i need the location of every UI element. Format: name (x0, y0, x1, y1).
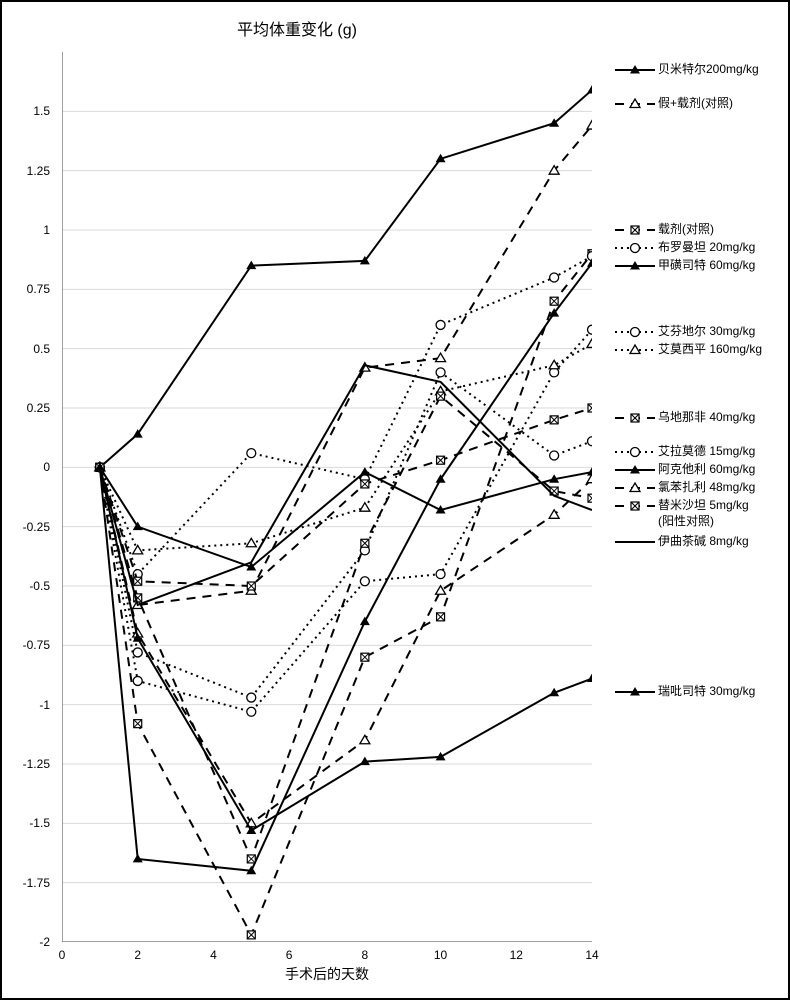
series-艾莫西平 160mg/kg (95, 339, 592, 554)
x-tick: 2 (134, 948, 141, 962)
legend-贝米特尔 200mg/kg: 贝米特尔200mg/kg (614, 60, 759, 77)
y-tick: 1.25 (27, 164, 50, 178)
x-tick: 10 (434, 948, 447, 962)
series-艾芬地尔 30mg/kg (95, 325, 592, 716)
y-tick: -0.75 (23, 638, 50, 652)
y-tick: -2 (39, 935, 50, 949)
chart-frame: 平均体重变化 (g) 手术后的天数 -2 -1.75 -1.5 -1.25 -1 -0.7… (0, 0, 790, 1000)
y-tick: -0.5 (29, 579, 50, 593)
legend-乌地那非 40mg/kg: 乌地那非 40mg/kg (614, 408, 755, 425)
legend-label: 氯苯扎利 48mg/kg (658, 480, 755, 494)
legend-载剂(对照): 载剂(对照) (614, 220, 714, 237)
y-tick: 0 (43, 460, 50, 474)
x-tick: 14 (585, 948, 598, 962)
legend-瑞吡司特 30mg/kg: 瑞吡司特 30mg/kg (614, 682, 755, 699)
legend-label: 乌地那非 40mg/kg (658, 410, 755, 424)
series-布罗曼坦 20mg/kg (95, 252, 592, 579)
series-贝米特尔 200mg/kg (95, 85, 592, 471)
legend-艾莫西平 160mg/kg: 艾莫西平 160mg/kg (614, 340, 762, 357)
series-替米沙坦 5mg/kg (96, 392, 592, 863)
x-tick: 6 (286, 948, 293, 962)
x-tick: 12 (510, 948, 523, 962)
x-tick: 4 (210, 948, 217, 962)
series-伊曲茶碱 8mg/kg (100, 365, 592, 605)
y-tick: -0.25 (23, 520, 50, 534)
legend-label: 艾莫西平 160mg/kg (658, 342, 762, 356)
legend-艾拉莫德 15mg/kg: 艾拉莫德 15mg/kg (614, 442, 755, 459)
legend-伊曲茶碱 8mg/kg: 伊曲茶碱 8mg/kg (614, 532, 749, 549)
legend-label: 贝米特尔200mg/kg (658, 62, 759, 76)
y-tick: -1.25 (23, 757, 50, 771)
y-tick: 0.5 (33, 342, 50, 356)
y-tick: -1.75 (23, 876, 50, 890)
legend-艾芬地尔 30mg/kg: 艾芬地尔 30mg/kg (614, 322, 755, 339)
legend-label: 伊曲茶碱 8mg/kg (658, 534, 749, 548)
legend-布罗曼坦 20mg/kg: 布罗曼坦 20mg/kg (614, 238, 755, 255)
legend-label: 甲磺司特 60mg/kg (658, 258, 755, 272)
series-氯苯扎利 48mg/kg (95, 462, 592, 826)
x-tick: 0 (59, 948, 66, 962)
y-tick: 0.25 (27, 401, 50, 415)
y-tick: -1.5 (29, 816, 50, 830)
legend-label: 阿克他利 60mg/kg (658, 462, 755, 476)
legend-label: 假+载剂(对照) (658, 96, 733, 110)
x-axis-label: 手术后的天数 (62, 964, 592, 984)
y-tick: 1.5 (33, 104, 50, 118)
legend-label: 艾拉莫德 15mg/kg (658, 444, 755, 458)
y-tick: 0.75 (27, 282, 50, 296)
legend-label: 艾芬地尔 30mg/kg (658, 324, 755, 338)
legend-甲磺司特 60mg/kg: 甲磺司特 60mg/kg (614, 256, 755, 273)
legend-阿克他利 60mg/kg: 阿克他利 60mg/kg (614, 460, 755, 477)
y-tick: 1 (43, 223, 50, 237)
legend-label: 瑞吡司特 30mg/kg (658, 684, 755, 698)
legend-label: 替米沙坦 5mg/kg (658, 498, 749, 512)
series-载剂(对照) (96, 250, 592, 939)
series-乌地那非 40mg/kg (96, 404, 592, 590)
x-tick: 8 (362, 948, 369, 962)
legend-label: 布罗曼坦 20mg/kg (658, 240, 755, 254)
series-阿克他利 60mg/kg (95, 462, 592, 570)
chart-title: 平均体重变化 (g) (2, 16, 592, 40)
legend-替米沙坦 5mg/kg: 替米沙坦 5mg/kg (614, 496, 749, 513)
series-艾拉莫德 15mg/kg (95, 368, 592, 702)
series-瑞吡司特 30mg/kg (95, 462, 592, 834)
legend-label: 载剂(对照) (658, 222, 714, 236)
legend-sublabel: (阳性对照) (658, 512, 714, 529)
series-假+载剂(对照) (95, 121, 592, 609)
legend-氯苯扎利 48mg/kg: 氯苯扎利 48mg/kg (614, 478, 755, 495)
y-tick: -1 (39, 698, 50, 712)
chart-plot (62, 52, 592, 942)
legend-假+载剂(对照): 假+载剂(对照) (614, 94, 733, 111)
